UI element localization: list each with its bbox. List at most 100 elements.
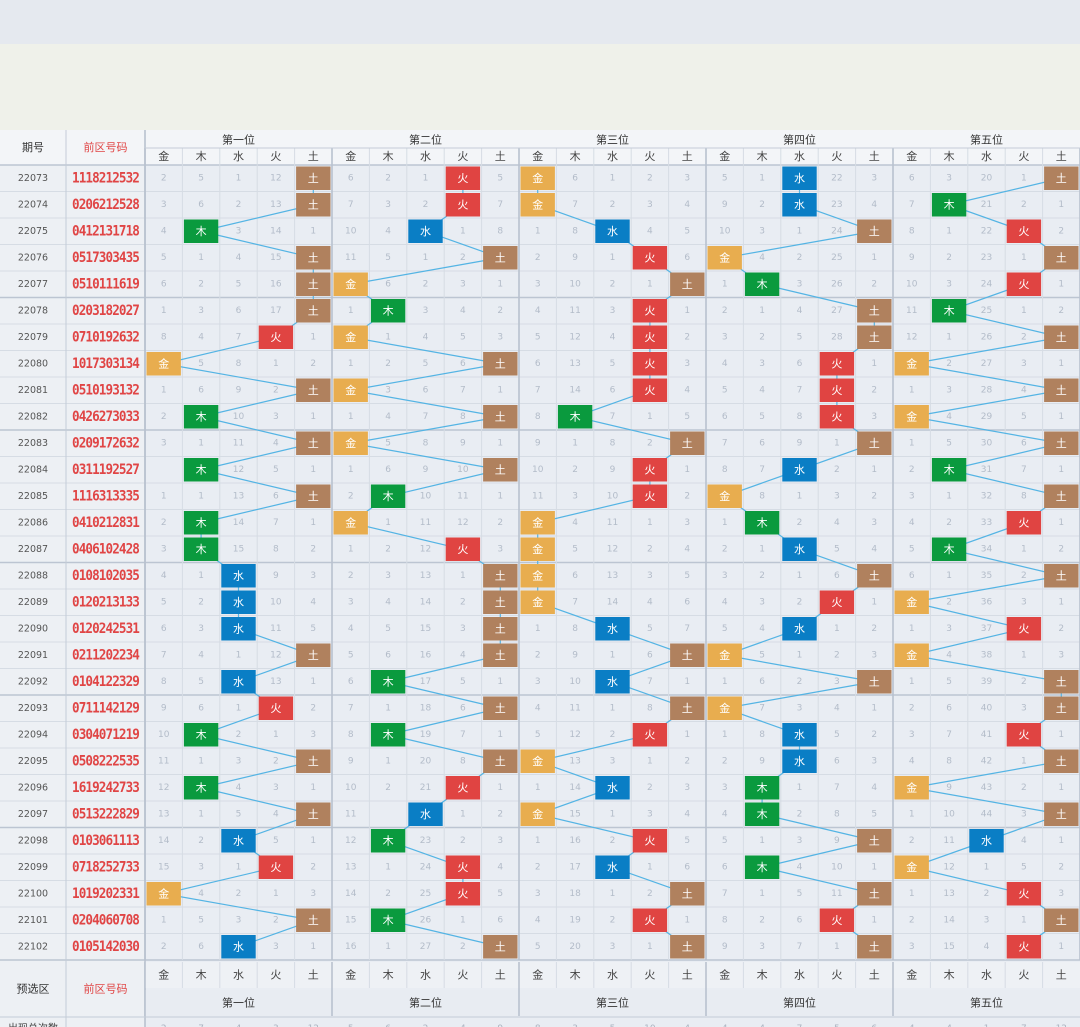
footer-element-label: 金 xyxy=(158,968,169,982)
period-cell: 22074 xyxy=(18,199,48,210)
element-mark-label: 金 xyxy=(906,356,917,370)
element-header: 木 xyxy=(757,150,768,163)
element-mark: 水 xyxy=(221,935,256,959)
miss-value: 1 xyxy=(797,491,803,501)
miss-value: 3 xyxy=(610,942,616,952)
element-mark-box xyxy=(1006,272,1042,296)
miss-value: 14 xyxy=(569,385,581,395)
element-mark-label: 火 xyxy=(831,357,842,370)
element-mark-box xyxy=(632,325,668,349)
element-mark: 土 xyxy=(1044,564,1079,588)
miss-value: 3 xyxy=(946,279,952,289)
miss-value: 3 xyxy=(797,279,803,289)
miss-value: 1 xyxy=(1021,650,1027,660)
miss-value: 39 xyxy=(981,677,993,687)
element-mark-label: 木 xyxy=(383,914,394,927)
miss-value: 1 xyxy=(348,359,354,369)
element-mark: 土 xyxy=(1044,325,1079,349)
period-cell: 22075 xyxy=(18,226,48,237)
element-mark-label: 木 xyxy=(757,808,768,821)
element-mark-label: 火 xyxy=(644,251,655,264)
miss-value: 1 xyxy=(423,173,429,183)
element-header: 水 xyxy=(981,150,992,163)
element-mark-box xyxy=(370,299,406,323)
front-numbers-cell: 0718252733 xyxy=(72,859,140,875)
miss-value: 7 xyxy=(497,200,503,210)
element-mark-box xyxy=(483,564,518,588)
element-mark: 火 xyxy=(445,537,481,561)
element-header: 水 xyxy=(794,150,805,163)
miss-value: 1 xyxy=(385,518,391,528)
element-mark-box xyxy=(483,617,518,641)
footer-element-label: 土 xyxy=(495,969,506,982)
miss-value: 2 xyxy=(273,385,279,395)
element-mark-box xyxy=(183,219,219,243)
miss-value: 9 xyxy=(535,438,541,448)
miss-value: 5 xyxy=(946,438,952,448)
miss-value: 17 xyxy=(420,677,431,687)
element-mark: 土 xyxy=(483,458,518,482)
miss-value: 9 xyxy=(759,756,765,766)
element-mark-label: 土 xyxy=(869,225,880,238)
element-mark-label: 水 xyxy=(420,225,431,238)
total-count-cell: 6 xyxy=(871,1024,877,1027)
element-mark-box xyxy=(670,643,705,667)
miss-value: 5 xyxy=(797,889,803,899)
element-mark: 土 xyxy=(296,431,331,455)
miss-value: 3 xyxy=(535,889,541,899)
miss-value: 7 xyxy=(348,200,354,210)
miss-value: 4 xyxy=(684,200,690,210)
miss-value: 2 xyxy=(348,491,354,501)
miss-value: 7 xyxy=(909,200,915,210)
miss-value: 11 xyxy=(569,703,580,713)
miss-value: 6 xyxy=(348,173,354,183)
element-mark: 金 xyxy=(146,882,181,906)
period-cell: 22080 xyxy=(18,358,48,369)
element-mark-label: 金 xyxy=(532,754,543,768)
miss-value: 6 xyxy=(946,703,952,713)
miss-value: 7 xyxy=(834,783,840,793)
miss-value: 6 xyxy=(684,862,690,872)
footer-element-label: 木 xyxy=(196,969,207,982)
front-numbers-cell: 1017303134 xyxy=(72,356,140,372)
miss-value: 2 xyxy=(423,200,429,210)
miss-value: 8 xyxy=(946,756,952,766)
period-cell: 22102 xyxy=(18,941,48,952)
element-mark-box xyxy=(520,802,555,826)
miss-value: 5 xyxy=(535,332,541,342)
element-mark-box xyxy=(1044,166,1079,190)
element-mark-box xyxy=(857,299,892,323)
miss-value: 4 xyxy=(647,597,653,607)
element-mark-label: 土 xyxy=(1056,914,1067,927)
element-mark-label: 金 xyxy=(532,568,543,582)
element-mark-label: 土 xyxy=(1056,437,1067,450)
element-mark-box xyxy=(857,829,892,853)
element-mark: 土 xyxy=(670,935,705,959)
miss-value: 21 xyxy=(420,783,431,793)
miss-value: 27 xyxy=(831,306,842,316)
element-mark-label: 火 xyxy=(270,331,281,344)
miss-value: 11 xyxy=(943,836,954,846)
element-mark-label: 土 xyxy=(682,437,693,450)
miss-value: 6 xyxy=(535,359,541,369)
element-mark: 木 xyxy=(370,723,406,747)
element-mark-label: 火 xyxy=(644,728,655,741)
element-mark-label: 火 xyxy=(1018,278,1029,291)
element-mark-box xyxy=(744,272,780,296)
miss-value: 1 xyxy=(236,703,242,713)
miss-value: 2 xyxy=(460,253,466,263)
miss-value: 1 xyxy=(1058,412,1064,422)
element-mark-box xyxy=(931,458,967,482)
element-mark: 土 xyxy=(1044,696,1079,720)
miss-value: 7 xyxy=(797,942,803,952)
miss-value: 2 xyxy=(198,836,204,846)
miss-value: 2 xyxy=(759,200,765,210)
miss-value: 2 xyxy=(236,730,242,740)
miss-value: 2 xyxy=(385,544,391,554)
miss-value: 5 xyxy=(273,465,279,475)
miss-value: 5 xyxy=(1021,412,1027,422)
element-mark-label: 火 xyxy=(1018,940,1029,953)
miss-value: 4 xyxy=(236,253,242,263)
miss-value: 2 xyxy=(946,253,952,263)
left-columns-background xyxy=(0,130,145,1027)
